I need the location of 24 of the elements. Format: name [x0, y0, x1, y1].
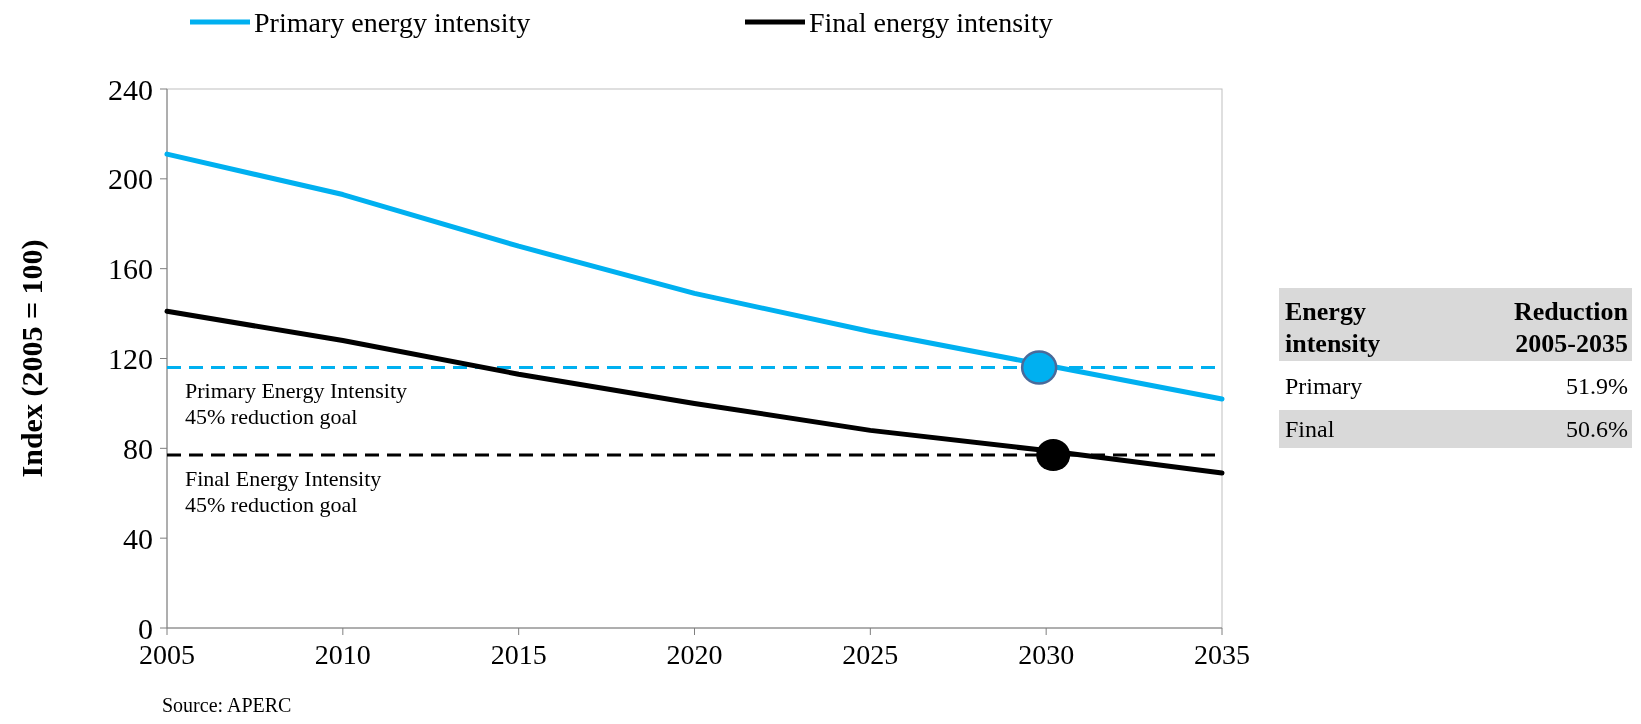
text: Energy intensity: [1285, 297, 1381, 358]
legend-label: Final energy intensity: [809, 6, 1053, 38]
y-tick-label: 240: [108, 72, 153, 106]
y-axis-title: Index (2005 = 100): [15, 239, 49, 478]
source-note: Source: APERC: [162, 694, 292, 716]
x-tick-label: 2025: [842, 639, 899, 670]
ref-line-label: Primary Energy Intensity 45% reduction goal: [185, 378, 407, 430]
text: Primary: [1285, 372, 1363, 399]
x-tick-label: 2010: [314, 639, 371, 670]
x-tick-label: 2015: [490, 639, 547, 670]
ref-line-label: Final Energy Intensity 45% reduction goal: [185, 466, 382, 518]
y-tick-label: 80: [123, 431, 153, 465]
y-tick-label: 200: [108, 162, 153, 196]
text: 51.9%: [1566, 372, 1628, 399]
text: Final: [1285, 416, 1335, 443]
y-tick-label: 160: [108, 252, 153, 286]
x-tick-label: 2035: [1194, 639, 1250, 670]
text: 50.6%: [1566, 416, 1628, 443]
y-tick-label: 120: [108, 342, 153, 375]
x-tick-label: 2020: [666, 639, 723, 670]
y-tick-label: 40: [123, 521, 153, 555]
x-tick-label: 2030: [1018, 639, 1075, 670]
legend-label: Primary energy intensity: [254, 6, 531, 38]
text: Reduction 2005-2035: [1513, 297, 1629, 358]
